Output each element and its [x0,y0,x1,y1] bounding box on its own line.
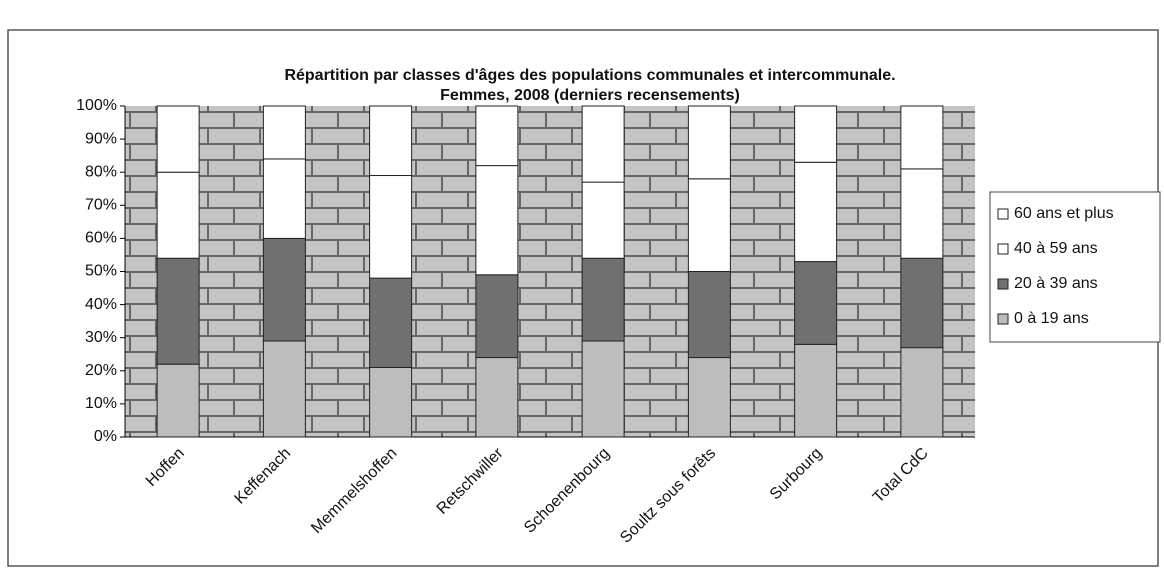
y-tick-label: 80% [85,163,117,180]
bar-segment [262,340,306,438]
bar-segment [900,257,944,349]
bar-segment [156,363,200,438]
bar-segment [475,357,519,438]
bar-segment [900,105,944,170]
y-tick-label: 100% [76,97,117,114]
bar-segment [687,178,731,273]
bar-segment [262,158,306,239]
bar-segment [794,105,838,163]
bar-segment [262,237,306,342]
bar-segment [369,277,413,368]
legend-label: 60 ans et plus [1014,205,1114,222]
bar-segment [369,175,413,279]
legend-label: 20 à 39 ans [1014,275,1098,292]
legend-swatch [997,313,1009,325]
bar-segment [369,366,413,438]
bar-segment [156,257,200,365]
chart-title: Femmes, 2008 (derniers recensements) [440,87,740,104]
y-tick-label: 70% [85,197,117,214]
bar-segment [687,105,731,180]
y-tick-label: 10% [85,395,117,412]
chart-title: Répartition par classes d'âges des popul… [284,67,895,84]
bar-segment [687,271,731,359]
bar-segment [262,105,306,160]
bar-segment [581,105,625,183]
y-tick-label: 50% [85,263,117,280]
bar-segment [581,181,625,259]
y-tick-label: 30% [85,329,117,346]
bar-segment [156,105,200,173]
legend-swatch [997,243,1009,255]
y-tick-label: 60% [85,230,117,247]
legend-swatch [997,278,1009,290]
y-tick-label: 90% [85,130,117,147]
bar-segment [900,168,944,259]
plot-background [125,106,975,437]
legend-label: 40 à 59 ans [1014,240,1098,257]
bar-segment [794,343,838,438]
bar-segment [581,257,625,342]
y-tick-label: 20% [85,362,117,379]
bar-segment [156,171,200,259]
y-tick-label: 40% [85,296,117,313]
bar-segment [687,357,731,438]
legend-label: 0 à 19 ans [1014,310,1089,327]
bar-segment [794,261,838,345]
bar-segment [475,274,519,359]
bar-segment [581,340,625,438]
legend-box [989,191,1161,343]
bar-segment [794,161,838,263]
bar-segment [475,105,519,167]
bar-segment [475,165,519,276]
bar-segment [900,347,944,438]
bar-segment [369,105,413,177]
legend-swatch [997,208,1009,220]
y-tick-label: 0% [94,428,117,445]
